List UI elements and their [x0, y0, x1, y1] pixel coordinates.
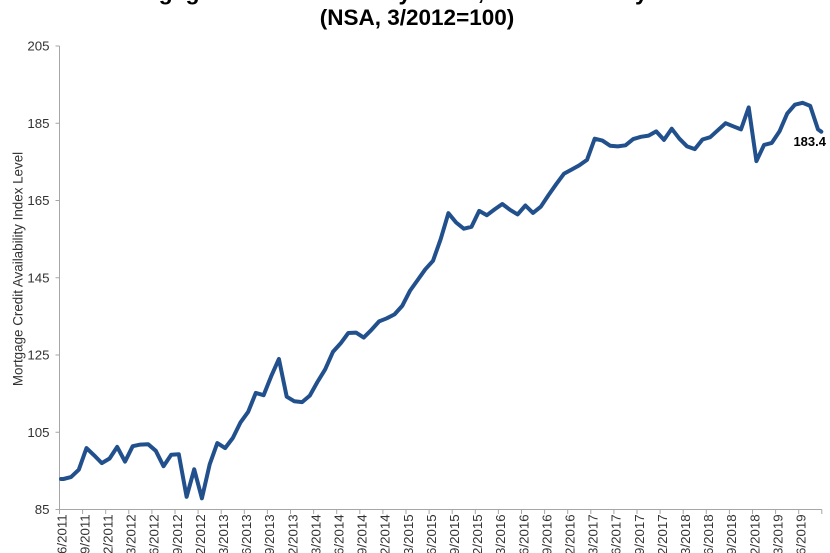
svg-text:(NSA, 3/2012=100): (NSA, 3/2012=100) [320, 5, 515, 30]
svg-text:105: 105 [27, 425, 49, 440]
svg-text:9/2012: 9/2012 [170, 514, 185, 553]
svg-text:85: 85 [35, 502, 50, 517]
svg-text:145: 145 [27, 270, 49, 285]
svg-text:3/2013: 3/2013 [216, 514, 231, 553]
svg-text:3/2017: 3/2017 [586, 514, 601, 553]
svg-text:6/2015: 6/2015 [424, 514, 439, 553]
svg-text:3/2015: 3/2015 [401, 514, 416, 553]
svg-text:185: 185 [27, 116, 49, 131]
svg-text:6/2011: 6/2011 [54, 514, 69, 553]
svg-text:6/2016: 6/2016 [516, 514, 531, 553]
svg-text:12/2011: 12/2011 [101, 514, 116, 553]
svg-text:12/2012: 12/2012 [193, 514, 208, 553]
svg-text:Mortgage Credit Availability I: Mortgage Credit Availability Index Level [10, 152, 25, 386]
svg-text:12/2013: 12/2013 [285, 514, 300, 553]
svg-text:3/2014: 3/2014 [308, 514, 323, 553]
svg-text:12/2018: 12/2018 [747, 514, 762, 553]
svg-text:6/2014: 6/2014 [332, 514, 347, 553]
svg-text:6/2012: 6/2012 [147, 514, 162, 553]
svg-text:9/2011: 9/2011 [77, 514, 92, 553]
svg-text:205: 205 [27, 39, 49, 54]
svg-text:165: 165 [27, 193, 49, 208]
svg-text:9/2013: 9/2013 [262, 514, 277, 553]
svg-text:3/2018: 3/2018 [678, 514, 693, 553]
svg-text:12/2016: 12/2016 [563, 514, 578, 553]
svg-text:6/2017: 6/2017 [609, 514, 624, 553]
svg-text:9/2018: 9/2018 [724, 514, 739, 553]
svg-text:6/2013: 6/2013 [239, 514, 254, 553]
svg-text:9/2017: 9/2017 [632, 514, 647, 553]
svg-text:12/2017: 12/2017 [655, 514, 670, 553]
svg-text:125: 125 [27, 348, 49, 363]
svg-text:6/2018: 6/2018 [701, 514, 716, 553]
svg-text:3/2016: 3/2016 [493, 514, 508, 553]
svg-text:9/2016: 9/2016 [539, 514, 554, 553]
svg-text:9/2014: 9/2014 [355, 514, 370, 553]
svg-text:12/2014: 12/2014 [378, 514, 393, 553]
svg-text:3/2012: 3/2012 [124, 514, 139, 553]
svg-text:Mortgage Credit Availability I: Mortgage Credit Availability Index, 2011… [109, 0, 723, 5]
svg-text:9/2015: 9/2015 [447, 514, 462, 553]
svg-text:183.4: 183.4 [793, 134, 826, 149]
svg-text:12/2015: 12/2015 [470, 514, 485, 553]
svg-text:6/2019: 6/2019 [794, 514, 809, 553]
svg-text:3/2019: 3/2019 [770, 514, 785, 553]
